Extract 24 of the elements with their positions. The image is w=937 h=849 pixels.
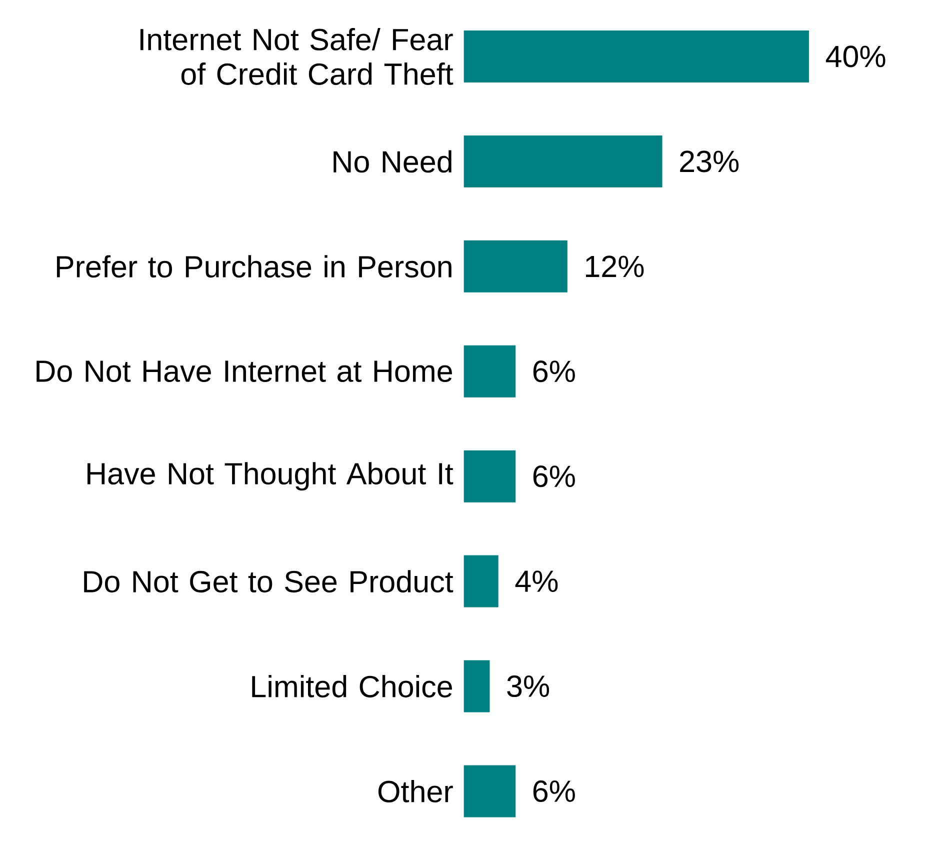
y-tick-label: Limited Choice — [252, 675, 452, 698]
bar — [464, 765, 516, 818]
data-label: 6% — [533, 466, 575, 488]
data-label: 3% — [507, 675, 550, 698]
data-label: 6% — [533, 360, 575, 382]
bar — [464, 30, 809, 82]
bar — [464, 450, 516, 502]
data-label: 40% — [826, 46, 886, 68]
bar — [464, 555, 498, 608]
y-tick-label: No Need — [334, 150, 452, 173]
data-label: 23% — [680, 150, 739, 172]
bar — [464, 660, 490, 712]
data-label: 4% — [515, 570, 558, 592]
data-label: 12% — [586, 256, 644, 278]
y-tick-label: Do Not Get to See Product — [84, 570, 454, 592]
y-tick-label: Prefer to Purchase in Person — [56, 255, 452, 278]
y-tick-label: Internet Not Safe/ Fear of Credit Card Theft — [140, 28, 454, 85]
bar — [464, 345, 516, 398]
y-tick-label: Have Not Thought About It — [87, 462, 454, 491]
data-label: 6% — [533, 780, 575, 802]
bar — [464, 240, 568, 292]
bar — [464, 135, 662, 188]
y-tick-label: Do Not Have Internet at Home — [36, 360, 452, 382]
y-tick-label: Other — [378, 780, 453, 802]
